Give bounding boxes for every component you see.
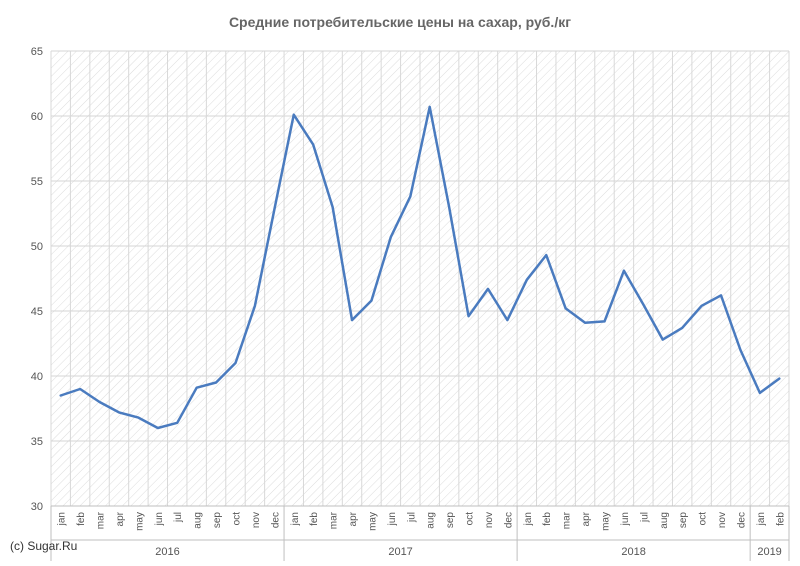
x-tick-label: aug bbox=[659, 512, 670, 529]
x-tick-label: mar bbox=[562, 511, 573, 529]
x-tick-label: may bbox=[134, 512, 145, 531]
year-labels: 2016 2017 2018 2019 bbox=[155, 546, 782, 558]
x-tick-label: sep bbox=[212, 512, 223, 529]
y-tick-label: 30 bbox=[31, 501, 43, 513]
y-tick-label: 65 bbox=[31, 46, 43, 58]
x-tick-label: jun bbox=[387, 512, 398, 526]
x-tick-label: nov bbox=[251, 512, 262, 528]
y-tick-label: 40 bbox=[31, 371, 43, 383]
series bbox=[59, 105, 781, 430]
x-tick-label: jan bbox=[57, 512, 68, 526]
x-tick-label: may bbox=[367, 512, 378, 531]
x-tick-label: jan bbox=[290, 512, 301, 526]
x-tick-label: jan bbox=[756, 512, 767, 526]
x-tick-label: oct bbox=[465, 512, 476, 526]
chart-title: Средние потребительские цены на сахар, р… bbox=[229, 14, 571, 30]
x-tick-label: jun bbox=[620, 512, 631, 526]
x-tick-label: aug bbox=[193, 512, 204, 529]
series-line bbox=[59, 105, 781, 430]
year-label: 2018 bbox=[621, 546, 645, 558]
x-tick-label: sep bbox=[445, 512, 456, 529]
x-tick-label: apr bbox=[115, 511, 126, 526]
x-tick-label: dec bbox=[503, 512, 514, 528]
year-label: 2016 bbox=[155, 546, 179, 558]
y-tick-label: 60 bbox=[31, 111, 43, 123]
x-tick-label: jul bbox=[639, 512, 650, 523]
year-label: 2019 bbox=[757, 546, 781, 558]
x-tick-label: apr bbox=[581, 511, 592, 526]
x-tick-label: feb bbox=[775, 512, 786, 526]
y-tick-label: 50 bbox=[31, 241, 43, 253]
gridlines bbox=[50, 50, 790, 507]
x-tick-label: jul bbox=[406, 512, 417, 523]
x-tick-label: nov bbox=[484, 512, 495, 528]
x-tick-label: sep bbox=[678, 512, 689, 529]
x-tick-label: jan bbox=[523, 512, 534, 526]
x-axis-ticks: jan feb mar apr may jun jul aug sep oct nov dec jan f… bbox=[57, 511, 787, 531]
y-tick-label: 55 bbox=[31, 176, 43, 188]
x-tick-label: feb bbox=[309, 512, 320, 526]
x-tick-label: oct bbox=[698, 512, 709, 526]
x-tick-label: apr bbox=[348, 511, 359, 526]
x-tick-label: dec bbox=[736, 512, 747, 528]
x-tick-label: feb bbox=[76, 512, 87, 526]
y-tick-label: 45 bbox=[31, 306, 43, 318]
y-axis-ticks: 30 35 40 45 50 55 60 65 bbox=[31, 46, 43, 513]
x-tick-label: feb bbox=[542, 512, 553, 526]
watermark-text: (c) Sugar.Ru bbox=[10, 539, 77, 553]
x-tick-label: nov bbox=[717, 512, 728, 528]
x-tick-label: mar bbox=[329, 511, 340, 529]
x-tick-label: aug bbox=[426, 512, 437, 529]
x-tick-label: may bbox=[601, 512, 612, 531]
x-tick-label: jul bbox=[173, 512, 184, 523]
y-tick-label: 35 bbox=[31, 436, 43, 448]
x-tick-label: oct bbox=[232, 512, 243, 526]
x-tick-label: mar bbox=[96, 511, 107, 529]
x-tick-label: dec bbox=[270, 512, 281, 528]
axes bbox=[50, 505, 790, 561]
x-tick-label: jun bbox=[154, 512, 165, 526]
year-label: 2017 bbox=[388, 546, 412, 558]
